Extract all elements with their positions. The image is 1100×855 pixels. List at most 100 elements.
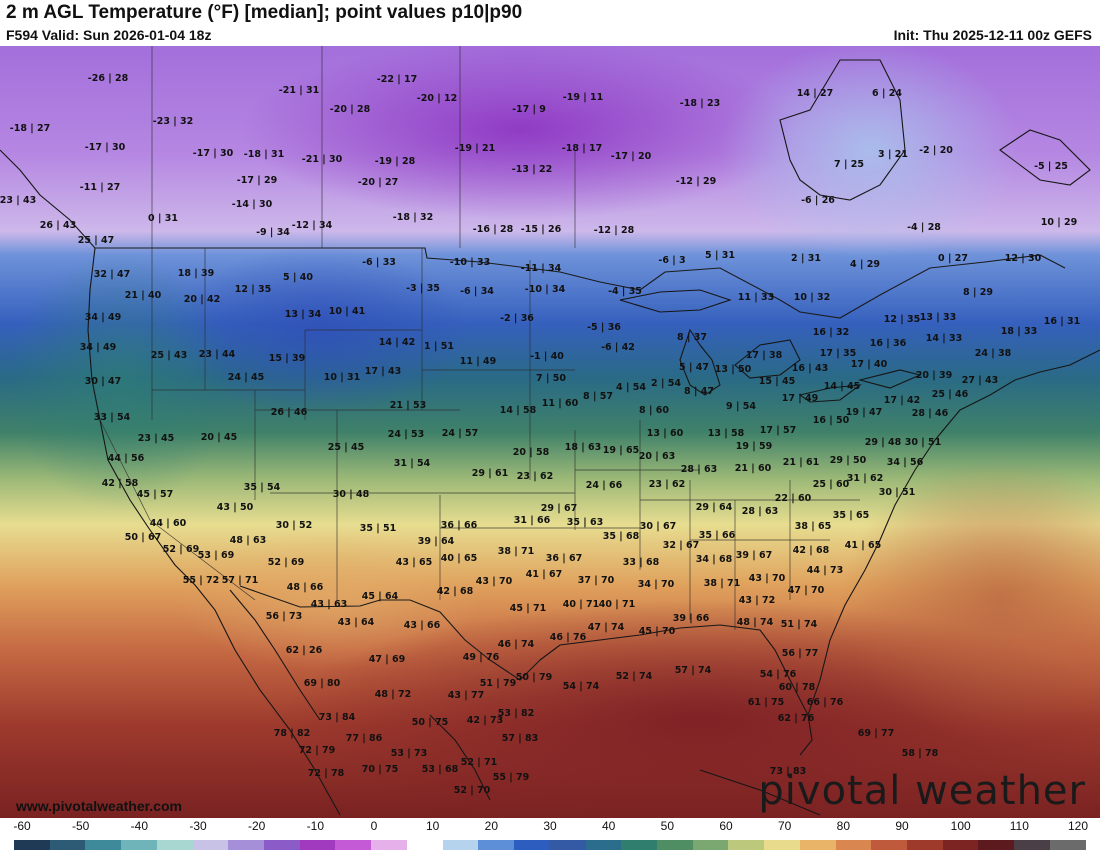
- point-value-label: 1 | 51: [424, 341, 454, 352]
- point-value-label: 69 | 80: [304, 678, 341, 689]
- point-value-label: -13 | 22: [512, 164, 552, 175]
- brand-logo-text: pivotal weather: [758, 768, 1086, 814]
- scale-color-swatch: [156, 840, 193, 850]
- point-value-label: -19 | 21: [455, 143, 495, 154]
- point-value-label: 53 | 82: [498, 708, 535, 719]
- scale-color-swatch: [835, 840, 872, 850]
- point-value-label: 17 | 42: [884, 395, 921, 406]
- point-value-label: 18 | 63: [565, 442, 602, 453]
- point-value-label: -2 | 20: [919, 145, 953, 156]
- scale-tick-label: -40: [130, 819, 148, 833]
- point-value-label: 18 | 39: [178, 268, 215, 279]
- point-value-label: 35 | 63: [567, 517, 604, 528]
- point-value-label: 17 | 35: [820, 348, 857, 359]
- point-value-label: -20 | 12: [417, 93, 457, 104]
- cold-core-shading: [240, 46, 800, 220]
- scale-tick-label: 110: [1009, 819, 1029, 833]
- point-value-label: -6 | 33: [362, 257, 396, 268]
- point-value-label: -4 | 35: [608, 286, 642, 297]
- map-svg: -26 | 28 -22 | 17 -21 | 31 -20 | 12 -20 | 28…: [0, 46, 1100, 818]
- point-value-label: 5 | 40: [283, 272, 313, 283]
- point-value-label: 29 | 67: [541, 503, 578, 514]
- scale-color-swatch: [514, 840, 550, 850]
- point-value-label: 32 | 67: [663, 540, 700, 551]
- point-value-label: 72 | 78: [308, 768, 345, 779]
- point-value-label: -21 | 30: [302, 154, 343, 165]
- point-value-label: 34 | 68: [696, 554, 733, 565]
- scale-color-swatch: [1049, 840, 1086, 850]
- point-value-label: -17 | 30: [193, 148, 234, 159]
- point-value-label: 44 | 56: [108, 453, 145, 464]
- scale-color-swatch: [906, 840, 943, 850]
- valid-time-label: F594 Valid: Sun 2026-01-04 18z: [6, 27, 212, 43]
- point-value-label: 43 | 50: [217, 502, 254, 513]
- point-value-label: 34 | 49: [85, 312, 122, 323]
- scale-tick-label: 0: [370, 819, 378, 833]
- point-value-label: 27 | 43: [962, 375, 999, 386]
- point-value-label: 53 | 73: [391, 748, 428, 759]
- point-value-label: 16 | 43: [792, 363, 829, 374]
- scale-tick-label: -20: [247, 819, 266, 833]
- point-value-label: 77 | 86: [346, 733, 383, 744]
- west-coast-shading: [10, 250, 230, 510]
- point-value-label: 41 | 67: [526, 569, 563, 580]
- point-value-label: 49 | 76: [463, 652, 500, 663]
- point-value-label: 43 | 65: [396, 557, 433, 568]
- point-value-label: 48 | 72: [375, 689, 412, 700]
- point-value-label: 17 | 49: [782, 393, 819, 404]
- point-value-label: 20 | 42: [184, 294, 221, 305]
- point-value-label: 52 | 70: [454, 785, 491, 796]
- point-value-label: 20 | 45: [201, 432, 238, 443]
- scale-tick-label: 100: [950, 819, 971, 833]
- point-value-label: 18 | 33: [1001, 326, 1038, 337]
- point-value-label: 16 | 31: [1044, 316, 1081, 327]
- point-value-label: 33 | 54: [94, 412, 131, 423]
- point-value-label: 25 | 43: [151, 350, 188, 361]
- scale-tick-label: 70: [777, 819, 792, 833]
- point-value-label: -4 | 28: [907, 222, 941, 233]
- scale-color-swatch: [978, 840, 1015, 850]
- point-value-label: 9 | 54: [726, 401, 756, 412]
- point-value-label: 15 | 39: [269, 353, 306, 364]
- scale-color-swatch: [692, 840, 729, 850]
- point-value-label: 8 | 37: [677, 332, 707, 343]
- point-value-label: 30 | 67: [640, 521, 677, 532]
- point-value-label: 36 | 67: [546, 553, 583, 564]
- scale-tick-label: 10: [425, 819, 440, 833]
- scale-tick-label: 30: [543, 819, 557, 833]
- point-value-label: 60 | 78: [779, 682, 816, 693]
- scale-color-swatch: [621, 840, 657, 850]
- point-value-label: 45 | 71: [510, 603, 547, 614]
- scale-color-swatch: [799, 840, 836, 850]
- temperature-map[interactable]: -26 | 28 -22 | 17 -21 | 31 -20 | 12 -20 | 28…: [0, 46, 1100, 818]
- scale-tick-label: 90: [895, 819, 909, 833]
- point-value-label: 28 | 63: [681, 464, 718, 475]
- point-value-label: -12 | 34: [292, 220, 333, 231]
- source-url[interactable]: www.pivotalweather.com: [16, 798, 182, 814]
- point-value-label: 45 | 64: [362, 591, 399, 602]
- point-value-label: 29 | 61: [472, 468, 509, 479]
- point-value-label: -12 | 28: [594, 225, 635, 236]
- point-value-label: 24 | 45: [228, 372, 265, 383]
- point-value-label: 30 | 48: [333, 489, 370, 500]
- point-value-label: -11 | 27: [80, 182, 120, 193]
- point-value-label: -5 | 25: [1034, 161, 1068, 172]
- point-value-label: 24 | 38: [975, 348, 1012, 359]
- point-value-label: 43 | 66: [404, 620, 441, 631]
- country-borders: [95, 247, 1066, 681]
- point-value-label: 16 | 32: [813, 327, 850, 338]
- point-value-label: 72 | 79: [299, 745, 336, 756]
- point-value-label: 21 | 61: [783, 457, 820, 468]
- point-value-label: 29 | 50: [830, 455, 867, 466]
- point-value-label: 8 | 47: [684, 386, 714, 397]
- scale-color-swatch: [49, 840, 86, 850]
- point-value-label: 51 | 74: [781, 619, 818, 630]
- point-value-label: 51 | 79: [480, 678, 517, 689]
- point-value-label: 28 | 63: [742, 506, 779, 517]
- point-value-label: -10 | 33: [450, 257, 490, 268]
- point-value-label: 19 | 65: [603, 445, 640, 456]
- point-value-label: 29 | 64: [696, 502, 733, 513]
- point-value-label: -6 | 26: [801, 195, 835, 206]
- point-value-label: 23 | 62: [649, 479, 686, 490]
- hudson-bay-shading: [720, 46, 1020, 260]
